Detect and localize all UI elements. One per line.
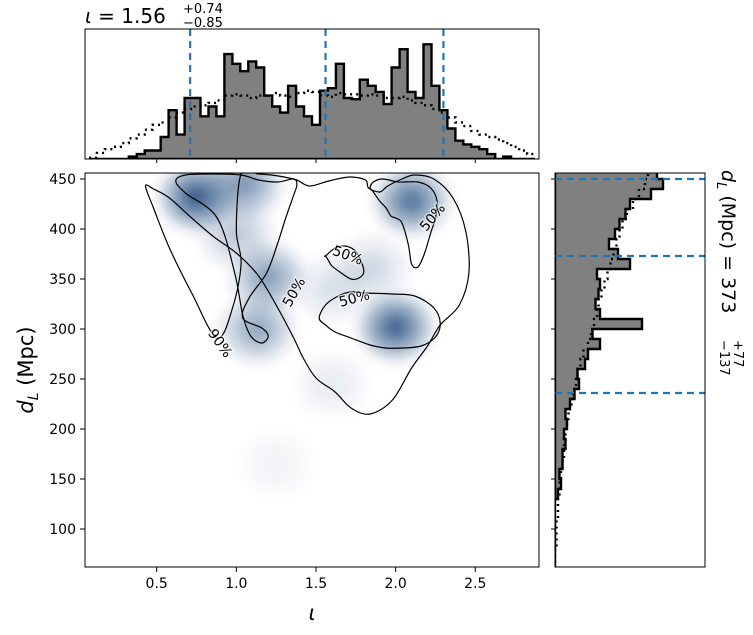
right-frame	[554, 172, 706, 568]
x-tick-label: 2.0	[384, 576, 406, 592]
x-tick-label: 1.0	[225, 576, 247, 592]
y-tick-label: 150	[49, 472, 76, 488]
top-marginal-title: ι = 1.56	[85, 4, 166, 28]
y-tick-label: 400	[49, 222, 76, 238]
y-axis-label: dL (Mpc)	[14, 326, 42, 413]
top-title-plus: +0.74	[183, 2, 223, 17]
top-quantile-lines	[189, 29, 445, 159]
joint-frame	[84, 172, 540, 568]
y-tick-label: 450	[49, 172, 76, 188]
density-peak	[289, 251, 374, 327]
x-axis-label: ι	[308, 601, 315, 625]
joint-y-axis: 100 150 200 250 300 350 400 450	[49, 172, 85, 538]
y-tick-label: 350	[49, 272, 76, 288]
density-heatmap	[154, 173, 454, 502]
right-histogram	[555, 173, 665, 567]
x-tick-label: 1.5	[305, 576, 327, 592]
joint-panel: 90%50%50%50%50% 0.5 1.0 1.5 2.0 2.5 10015020…	[14, 172, 540, 625]
top-title-minus: −0.85	[183, 16, 223, 31]
right-quantile-lines	[555, 177, 705, 395]
top-histogram	[88, 43, 536, 159]
contour-50pct	[175, 173, 298, 344]
density-peak	[289, 346, 374, 422]
contour-50pct	[324, 245, 365, 281]
y-tick-label: 200	[49, 422, 76, 438]
contour-90pct	[144, 173, 470, 415]
density-peak	[215, 291, 300, 367]
y-tick-label: 300	[49, 322, 76, 338]
top-marginal-panel: ι = 1.56 +0.74 −0.85	[84, 2, 540, 163]
density-peak	[234, 426, 319, 502]
x-tick-label: 2.5	[464, 576, 486, 592]
top-frame	[84, 28, 540, 160]
top-x-ticks	[156, 159, 476, 163]
right-title-minus: −137	[716, 340, 731, 376]
contour-lines	[144, 173, 470, 415]
right-title-plus: +77	[730, 340, 745, 367]
contour-50pct	[369, 178, 438, 269]
right-marginal-title: dL (Mpc) = 373	[713, 170, 739, 313]
y-tick-label: 250	[49, 372, 76, 388]
right-y-ticks	[551, 178, 555, 530]
contour-50pct	[318, 291, 441, 349]
y-tick-label: 100	[49, 522, 76, 538]
x-tick-label: 0.5	[146, 576, 168, 592]
right-marginal-panel: dL (Mpc) = 373 +77 −137	[551, 170, 745, 568]
density-peak	[369, 173, 454, 239]
right-prior-curve	[555, 173, 650, 567]
joint-x-axis: 0.5 1.0 1.5 2.0 2.5	[146, 567, 486, 592]
